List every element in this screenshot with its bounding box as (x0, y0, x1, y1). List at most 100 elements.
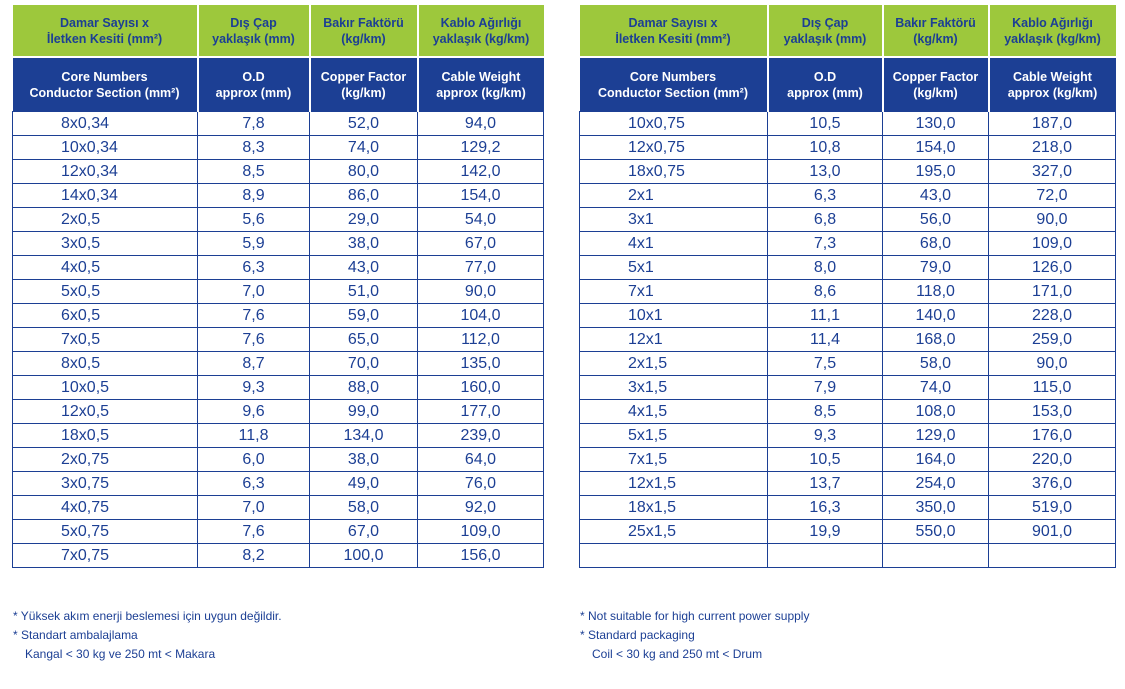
table-row: 3x0,5 5,9 38,0 67,0 (12, 231, 544, 256)
table-cell: 104,0 (417, 303, 544, 328)
table-cell: 327,0 (988, 159, 1116, 184)
note-line: * Yüksek akım enerji beslemesi için uygu… (13, 609, 282, 623)
table-row: 2x0,5 5,6 29,0 54,0 (12, 207, 544, 232)
table-cell: 18x0,5 (12, 423, 198, 448)
table-cell: 154,0 (417, 183, 544, 208)
table-cell: 58,0 (882, 351, 989, 376)
table-cell: 140,0 (882, 303, 989, 328)
table-cell: 177,0 (417, 399, 544, 424)
table-row: 8x0,34 7,8 52,0 94,0 (12, 111, 544, 136)
header-cell-turkish: Damar Sayısı x İletken Kesiti (mm²) (579, 5, 769, 57)
table-cell: 6,8 (767, 207, 883, 232)
cable-table-left: Damar Sayısı x İletken Kesiti (mm²) Dış Ça… (12, 5, 544, 568)
table-row: 3x1,5 7,9 74,0 115,0 (579, 375, 1116, 400)
table-cell: 43,0 (309, 255, 418, 280)
table-cell: 129,0 (882, 423, 989, 448)
table-cell: 154,0 (882, 135, 989, 160)
header-cell-english: Copper Factor (kg/km) (882, 56, 990, 112)
table-cell: 130,0 (882, 111, 989, 136)
table-row: 7x0,75 8,2 100,0 156,0 (12, 543, 544, 568)
header-row-turkish: Damar Sayısı x İletken Kesiti (mm²) Dış Ça… (12, 5, 544, 57)
note-line: Kangal < 30 kg ve 250 mt < Makara (25, 647, 216, 661)
table-cell: 51,0 (309, 279, 418, 304)
table-cell: 74,0 (882, 375, 989, 400)
table-row: 12x0,5 9,6 99,0 177,0 (12, 399, 544, 424)
table-cell: 18x0,75 (579, 159, 768, 184)
table-row: 3x1 6,8 56,0 90,0 (579, 207, 1116, 232)
table-cell (579, 543, 768, 568)
table-cell: 58,0 (309, 495, 418, 520)
table-cell: 19,9 (767, 519, 883, 544)
table-cell: 3x1 (579, 207, 768, 232)
header-row-english: Core Numbers Conductor Section (mm²) O.D ap… (579, 56, 1116, 112)
table-cell: 5x0,5 (12, 279, 198, 304)
header-text: (kg/km) (913, 31, 958, 46)
table-cell: 350,0 (882, 495, 989, 520)
header-text: Bakır Faktörü (323, 15, 404, 30)
table-cell: 11,1 (767, 303, 883, 328)
table-cell: 115,0 (988, 375, 1116, 400)
table-row: 4x0,5 6,3 43,0 77,0 (12, 255, 544, 280)
header-cell-turkish: Bakır Faktörü (kg/km) (882, 5, 990, 57)
table-cell: 7,6 (197, 303, 310, 328)
table-cell: 376,0 (988, 471, 1116, 496)
header-text: O.D (242, 69, 265, 84)
table-cell: 7,0 (197, 279, 310, 304)
table-cell: 160,0 (417, 375, 544, 400)
table-cell: 76,0 (417, 471, 544, 496)
table-cell: 4x0,75 (12, 495, 198, 520)
table-cell: 7,6 (197, 327, 310, 352)
table-cell: 65,0 (309, 327, 418, 352)
table-cell: 12x0,75 (579, 135, 768, 160)
table-cell: 10x0,34 (12, 135, 198, 160)
table-cell (767, 543, 883, 568)
header-text: approx (kg/km) (436, 85, 526, 100)
note-line: Coil < 30 kg and 250 mt < Drum (592, 647, 763, 661)
table-cell: 7,9 (767, 375, 883, 400)
table-cell: 5x1,5 (579, 423, 768, 448)
header-text: yaklaşık (kg/km) (1004, 31, 1101, 46)
table-cell: 67,0 (417, 231, 544, 256)
table-cell: 901,0 (988, 519, 1116, 544)
header-text: Damar Sayısı x (628, 15, 718, 30)
table-cell: 49,0 (309, 471, 418, 496)
header-cell-english: O.D approx (mm) (767, 56, 884, 112)
header-text: Kablo Ağırlığı (1012, 15, 1093, 30)
table-row: 10x0,34 8,3 74,0 129,2 (12, 135, 544, 160)
table-cell: 4x0,5 (12, 255, 198, 280)
header-text: yaklaşık (mm) (212, 31, 295, 46)
header-text: yaklaşık (mm) (783, 31, 867, 46)
table-cell: 10x0,5 (12, 375, 198, 400)
table-row: 14x0,34 8,9 86,0 154,0 (12, 183, 544, 208)
table-cell: 8,3 (197, 135, 310, 160)
table-cell: 9,3 (767, 423, 883, 448)
table-cell: 6,3 (197, 471, 310, 496)
table-cell: 7x1 (579, 279, 768, 304)
table-cell: 12x1,5 (579, 471, 768, 496)
header-cell-turkish: Damar Sayısı x İletken Kesiti (mm²) (12, 5, 199, 57)
table-cell: 168,0 (882, 327, 989, 352)
header-text: İletken Kesiti (mm²) (615, 31, 731, 46)
table-cell: 239,0 (417, 423, 544, 448)
table-cell: 77,0 (417, 255, 544, 280)
table-row: 7x1,5 10,5 164,0 220,0 (579, 447, 1116, 472)
table-cell: 6x0,5 (12, 303, 198, 328)
header-cell-english: Cable Weight approx (kg/km) (417, 56, 544, 112)
header-cell-turkish: Kablo Ağırlığı yaklaşık (kg/km) (988, 5, 1116, 57)
notes-turkish: * Yüksek akım enerji beslemesi için uygu… (13, 607, 282, 664)
table-cell: 220,0 (988, 447, 1116, 472)
table-cell: 43,0 (882, 183, 989, 208)
table-cell: 228,0 (988, 303, 1116, 328)
table-cell: 54,0 (417, 207, 544, 232)
table-cell: 8,7 (197, 351, 310, 376)
header-text: Conductor Section (mm²) (598, 85, 748, 100)
table-cell: 176,0 (988, 423, 1116, 448)
header-text: (kg/km) (341, 31, 386, 46)
table-cell: 90,0 (417, 279, 544, 304)
table-row: 10x0,5 9,3 88,0 160,0 (12, 375, 544, 400)
header-cell-english: Core Numbers Conductor Section (mm²) (12, 56, 199, 112)
table-cell: 70,0 (309, 351, 418, 376)
table-row: 18x1,5 16,3 350,0 519,0 (579, 495, 1116, 520)
table-cell: 171,0 (988, 279, 1116, 304)
header-text: yaklaşık (kg/km) (432, 31, 530, 46)
